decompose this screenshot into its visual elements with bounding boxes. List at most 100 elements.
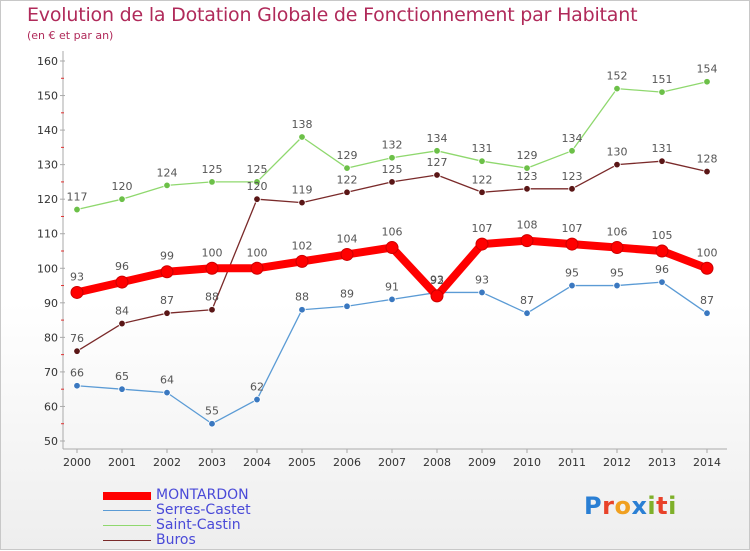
data-label-saint-castin: 120 [112,180,133,193]
x-tick-label: 2009 [468,456,496,469]
data-label-buros: 128 [697,153,718,166]
data-label-serres-castet: 93 [430,273,444,286]
y-tick-label: 70 [44,366,58,379]
data-point-buros [208,306,216,314]
data-point-saint-castin [208,178,216,186]
data-label-serres-castet: 89 [340,287,354,300]
data-label-montardon: 107 [562,222,583,235]
x-tick-label: 2003 [198,456,226,469]
data-point-buros [523,185,531,193]
data-label-montardon: 96 [115,260,129,273]
logo-letter: i [668,492,677,520]
data-point-buros [613,160,621,169]
data-point-serres-castet [703,309,711,317]
data-label-buros: 123 [517,170,538,183]
x-tick-label: 2014 [693,456,721,469]
data-point-serres-castet [118,385,126,393]
data-label-montardon: 106 [382,226,403,239]
data-point-saint-castin [568,147,576,155]
data-point-montardon [385,241,399,255]
legend-line-serres-castet [103,510,151,511]
data-label-buros: 88 [205,291,219,304]
data-point-serres-castet [658,278,666,286]
data-label-montardon: 102 [292,239,313,252]
data-point-montardon [205,261,219,275]
data-label-serres-castet: 87 [520,294,534,307]
logo-letter: o [614,492,632,520]
x-tick-label: 2012 [603,456,631,469]
legend-label-buros: Buros [156,532,196,548]
data-label-saint-castin: 154 [697,63,718,76]
legend-label-montardon: MONTARDON [156,487,249,503]
data-label-saint-castin: 125 [247,163,268,176]
data-point-montardon [700,261,714,275]
data-point-serres-castet [523,309,531,317]
data-label-buros: 87 [160,294,174,307]
data-label-saint-castin: 125 [202,163,223,176]
chart-subtitle: (en € et par an) [27,29,114,42]
data-label-serres-castet: 95 [565,267,579,280]
logo-letter: t [656,492,669,520]
data-label-montardon: 100 [202,246,223,259]
legend-line-saint-castin [103,525,151,526]
data-label-serres-castet: 62 [250,381,264,394]
data-point-montardon [70,285,84,299]
x-tick-label: 2005 [288,456,316,469]
data-point-serres-castet [343,302,351,310]
x-tick-label: 2010 [513,456,541,469]
y-tick-label: 100 [37,262,58,275]
data-label-serres-castet: 96 [655,263,669,276]
data-label-saint-castin: 124 [157,166,178,179]
y-tick-label: 130 [37,159,58,172]
data-label-saint-castin: 134 [562,132,583,145]
data-point-saint-castin [478,157,486,165]
data-label-buros: 76 [70,332,84,345]
data-label-saint-castin: 132 [382,139,403,152]
data-label-montardon: 100 [697,246,718,259]
data-label-serres-castet: 93 [475,273,489,286]
data-label-serres-castet: 55 [205,405,219,418]
data-label-buros: 122 [472,173,493,186]
y-tick-label: 60 [44,400,58,413]
x-tick-label: 2013 [648,456,676,469]
data-point-saint-castin [343,164,351,172]
data-point-buros [298,198,306,207]
data-point-saint-castin [253,178,261,186]
data-point-montardon [340,247,354,261]
data-label-serres-castet: 66 [70,367,84,380]
data-label-saint-castin: 117 [67,191,88,204]
y-tick-label: 80 [44,331,58,344]
data-label-serres-castet: 65 [115,370,129,383]
data-point-buros [343,188,351,196]
data-point-saint-castin [658,88,666,96]
data-label-buros: 123 [562,170,583,183]
y-tick-label: 50 [44,435,58,448]
data-point-serres-castet [568,281,576,290]
data-label-saint-castin: 131 [472,142,493,155]
data-point-saint-castin [613,84,621,93]
y-tick-label: 120 [37,193,58,206]
data-label-montardon: 108 [517,219,538,232]
data-label-buros: 125 [382,163,403,176]
logo-letter: P [584,492,603,520]
data-point-montardon [250,261,264,275]
data-point-buros [703,167,711,176]
data-label-serres-castet: 88 [295,291,309,304]
data-point-montardon [565,237,579,251]
x-tick-label: 2006 [333,456,361,469]
data-point-buros [658,157,666,165]
data-label-saint-castin: 129 [337,149,358,162]
data-point-serres-castet [298,306,306,314]
data-point-montardon [475,237,489,251]
data-point-serres-castet [253,395,261,404]
data-label-buros: 84 [115,305,129,318]
x-tick-label: 2011 [558,456,586,469]
data-label-serres-castet: 95 [610,267,624,280]
legend-line-montardon [103,492,151,500]
data-point-buros [73,347,81,355]
data-point-buros [118,319,126,328]
data-point-saint-castin [73,205,81,214]
data-label-montardon: 93 [70,270,84,283]
